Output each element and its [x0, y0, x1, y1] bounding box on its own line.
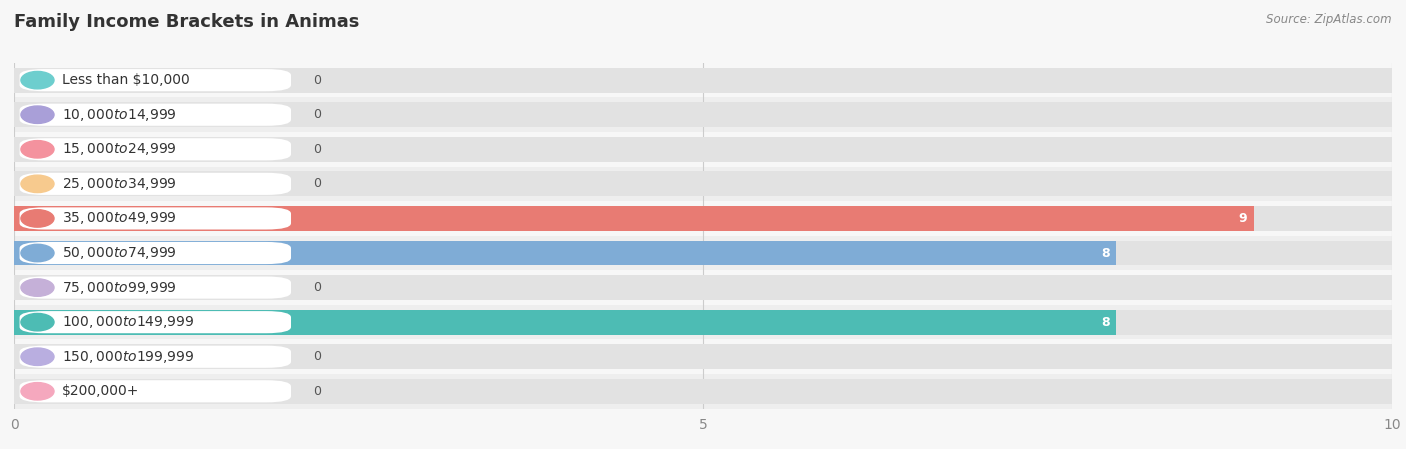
Text: Family Income Brackets in Animas: Family Income Brackets in Animas: [14, 13, 360, 31]
Bar: [14, 97, 1392, 132]
Bar: [14, 339, 1392, 374]
Ellipse shape: [21, 175, 53, 193]
Text: 8: 8: [1101, 247, 1109, 260]
Bar: [14, 201, 1392, 236]
Bar: [14, 241, 1116, 265]
Text: Less than $10,000: Less than $10,000: [62, 73, 190, 87]
Text: 0: 0: [314, 108, 321, 121]
FancyBboxPatch shape: [20, 69, 291, 91]
Bar: [14, 102, 1392, 127]
Ellipse shape: [21, 279, 53, 296]
Text: $15,000 to $24,999: $15,000 to $24,999: [62, 141, 177, 157]
Ellipse shape: [21, 244, 53, 262]
Bar: [14, 206, 1254, 231]
Text: 0: 0: [314, 177, 321, 190]
Bar: [14, 68, 1392, 92]
Text: 0: 0: [314, 350, 321, 363]
Text: $75,000 to $99,999: $75,000 to $99,999: [62, 280, 177, 295]
Ellipse shape: [21, 141, 53, 158]
Bar: [14, 167, 1392, 201]
Text: 0: 0: [314, 281, 321, 294]
FancyBboxPatch shape: [20, 242, 291, 264]
Bar: [14, 310, 1116, 335]
FancyBboxPatch shape: [20, 138, 291, 160]
Ellipse shape: [21, 313, 53, 331]
Text: $25,000 to $34,999: $25,000 to $34,999: [62, 176, 177, 192]
Text: 0: 0: [314, 143, 321, 156]
Bar: [14, 374, 1392, 409]
Bar: [14, 236, 1392, 270]
Ellipse shape: [21, 210, 53, 227]
Text: $100,000 to $149,999: $100,000 to $149,999: [62, 314, 194, 330]
Ellipse shape: [21, 383, 53, 400]
FancyBboxPatch shape: [20, 277, 291, 299]
Bar: [14, 137, 1392, 162]
FancyBboxPatch shape: [20, 346, 291, 368]
Text: $50,000 to $74,999: $50,000 to $74,999: [62, 245, 177, 261]
Bar: [14, 379, 1392, 404]
Bar: [14, 275, 1392, 300]
Bar: [14, 206, 1392, 231]
Text: Source: ZipAtlas.com: Source: ZipAtlas.com: [1267, 13, 1392, 26]
Text: 0: 0: [314, 74, 321, 87]
Text: $35,000 to $49,999: $35,000 to $49,999: [62, 211, 177, 226]
Text: 8: 8: [1101, 316, 1109, 329]
Ellipse shape: [21, 71, 53, 89]
Ellipse shape: [21, 348, 53, 365]
Bar: [14, 310, 1392, 335]
Ellipse shape: [21, 106, 53, 123]
Text: $10,000 to $14,999: $10,000 to $14,999: [62, 107, 177, 123]
Bar: [14, 305, 1392, 339]
FancyBboxPatch shape: [20, 311, 291, 333]
FancyBboxPatch shape: [20, 207, 291, 229]
Text: 9: 9: [1239, 212, 1247, 225]
Bar: [14, 63, 1392, 97]
Text: $200,000+: $200,000+: [62, 384, 139, 398]
Bar: [14, 172, 1392, 196]
Text: $150,000 to $199,999: $150,000 to $199,999: [62, 349, 194, 365]
FancyBboxPatch shape: [20, 173, 291, 195]
Text: 0: 0: [314, 385, 321, 398]
FancyBboxPatch shape: [20, 104, 291, 126]
Bar: [14, 270, 1392, 305]
Bar: [14, 241, 1392, 265]
Bar: [14, 132, 1392, 167]
Bar: [14, 344, 1392, 369]
FancyBboxPatch shape: [20, 380, 291, 402]
